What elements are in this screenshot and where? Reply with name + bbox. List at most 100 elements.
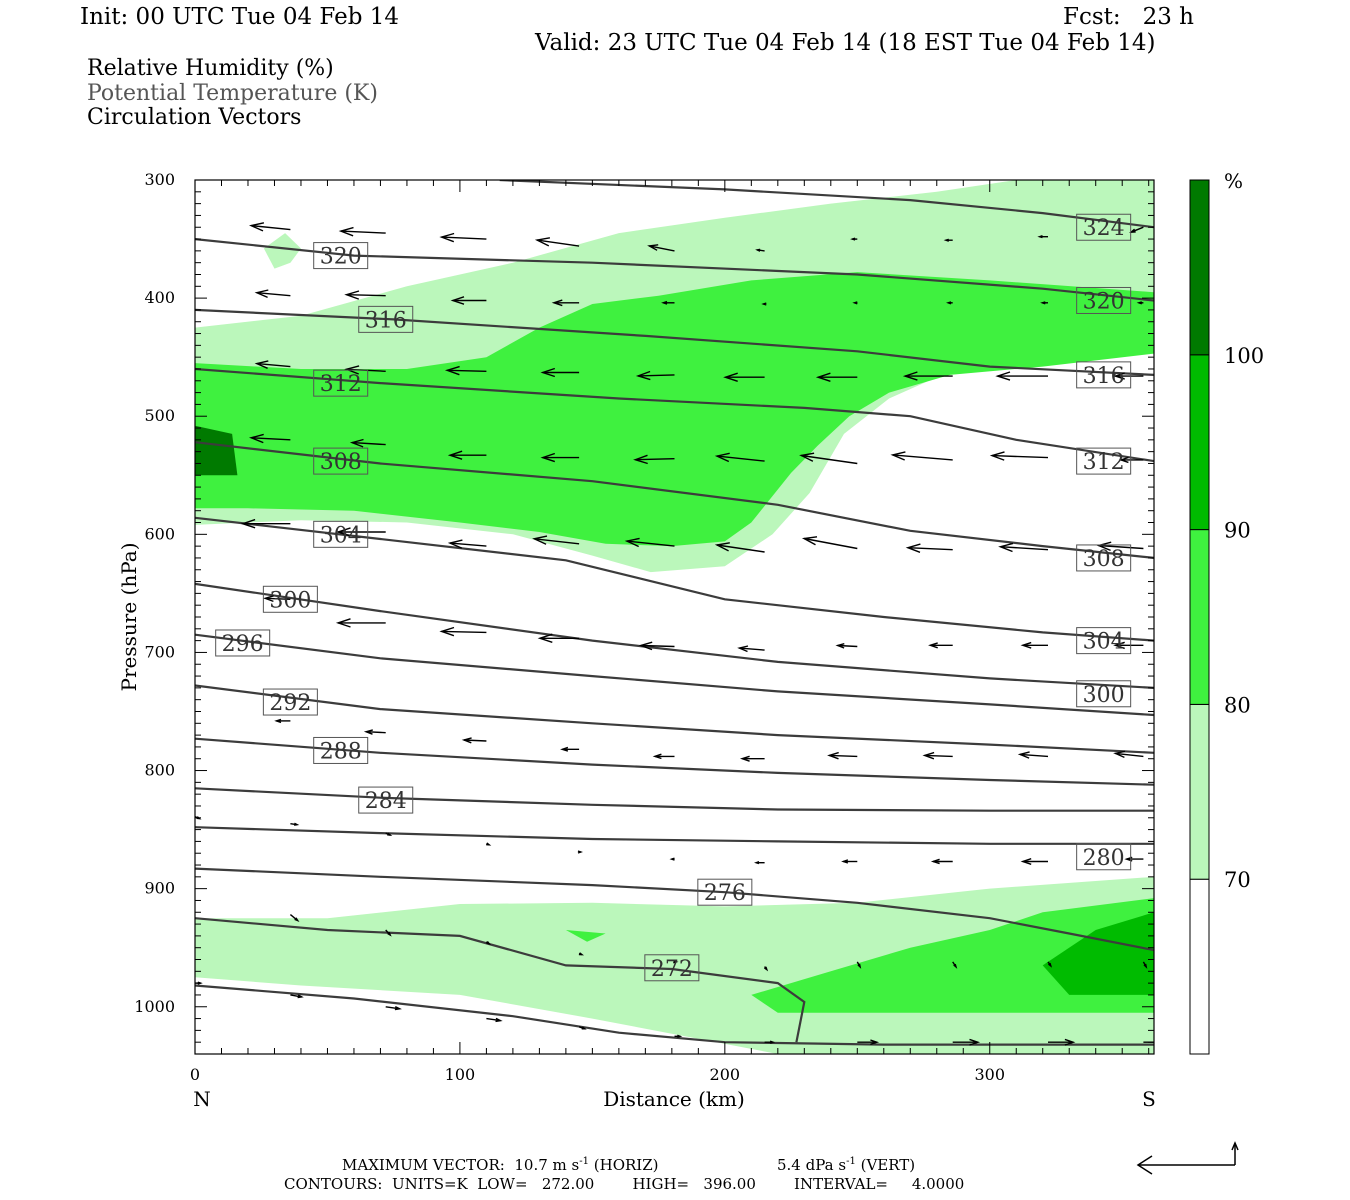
x-axis-title: Distance (km) (603, 1087, 745, 1111)
contour-label: 324 (1076, 213, 1132, 241)
colorbar: 70 80 90 100 (1189, 179, 1264, 1055)
svg-text:308: 308 (1083, 547, 1125, 572)
circulation-vector (486, 842, 492, 846)
circulation-vector (344, 290, 386, 300)
circulation-vector (763, 966, 769, 972)
circulation-vector (905, 543, 953, 553)
circulation-vector (815, 372, 858, 382)
svg-text:320: 320 (320, 245, 362, 270)
circulation-vector (1037, 235, 1048, 239)
circulation-vector (1142, 961, 1148, 969)
circulation-vector (1113, 641, 1144, 650)
circulation-vector (754, 861, 765, 865)
max-horiz-exponent: -1 (579, 1156, 589, 1167)
reference-vector-icon (1136, 1141, 1239, 1175)
y-tick-label: 400 (144, 288, 175, 307)
circulation-vector (1017, 751, 1049, 759)
contour-label: 320 (313, 242, 369, 270)
circulation-vector (995, 371, 1048, 381)
circulation-vector (1047, 961, 1053, 968)
colorbar-swatch (1189, 878, 1210, 1055)
circulation-vector (363, 729, 386, 735)
circulation-vector (647, 244, 675, 252)
colorbar-unit: % (1224, 169, 1243, 193)
svg-text:324: 324 (1083, 216, 1125, 241)
circulation-vector (385, 832, 393, 837)
contour-label: 312 (1076, 447, 1132, 475)
theta-contour-280 (195, 826, 1154, 845)
contour-label: 272 (644, 954, 700, 982)
svg-text:272: 272 (651, 957, 693, 982)
circulation-vector (349, 438, 386, 448)
legend-potential-temperature: Potential Temperature (K) (87, 81, 378, 106)
circulation-vector (902, 371, 953, 381)
circulation-vector (1143, 1041, 1154, 1043)
circulation-vectors (195, 222, 1154, 1046)
x-tick-label: 100 (445, 1065, 476, 1084)
contour-label: 288 (313, 736, 369, 764)
theta-contour-312 (195, 367, 1154, 463)
circulation-vector (801, 536, 858, 550)
colorbar-tick-label: 90 (1224, 519, 1251, 543)
circulation-vector (248, 433, 291, 444)
circulation-vector (635, 370, 675, 381)
contour-label: 308 (1076, 544, 1132, 572)
potential-temperature-contours (195, 180, 1154, 1046)
svg-text:288: 288 (320, 739, 362, 764)
circulation-vector (1020, 858, 1048, 865)
x-tick-label: 0 (190, 1065, 200, 1084)
circulation-vector (560, 746, 580, 752)
colorbar-swatch (1189, 354, 1210, 531)
circulation-vector (799, 452, 858, 465)
contour-label: 320 (1076, 286, 1132, 314)
circulation-vector (486, 1017, 503, 1023)
rh-region-90 (1042, 912, 1154, 995)
max-horiz-value: 10.7 m s (514, 1156, 580, 1174)
contour-label: 304 (1076, 627, 1132, 655)
circulation-vector (1096, 541, 1144, 552)
rh-region-100 (195, 425, 238, 476)
circulation-vector (254, 289, 291, 299)
max-vert-tag: (VERT) (860, 1156, 916, 1174)
colorbar-tick-label: 80 (1224, 693, 1251, 717)
svg-text:312: 312 (1083, 450, 1125, 475)
circulation-vector (540, 452, 580, 463)
max-horiz-tag: (HORIZ) (593, 1156, 659, 1174)
circulation-vector (673, 960, 679, 964)
x-axis-left-end-label: N (193, 1087, 211, 1111)
circulation-vector (835, 643, 858, 649)
y-tick-label: 500 (144, 406, 175, 425)
svg-text:276: 276 (704, 881, 746, 906)
theta-contour-284 (195, 787, 1154, 812)
contour-label: 304 (313, 520, 369, 548)
svg-text:320: 320 (1083, 289, 1125, 314)
circulation-vector (447, 450, 487, 460)
circulation-vector (737, 645, 765, 653)
circulation-vector (578, 1026, 587, 1030)
svg-text:284: 284 (365, 789, 407, 814)
circulation-vector (485, 940, 492, 946)
circulation-vector (335, 527, 386, 537)
svg-text:280: 280 (1083, 846, 1125, 871)
circulation-vector (274, 718, 291, 724)
theta-contour-288 (195, 737, 1154, 786)
circulation-vector (856, 961, 862, 969)
x-tick-label: 300 (974, 1065, 1005, 1084)
svg-text:300: 300 (269, 588, 311, 613)
circulation-vector (540, 367, 580, 378)
circulation-vector (439, 232, 487, 243)
circulation-vector (338, 226, 386, 237)
circulation-vector (723, 372, 765, 382)
rh-region-80 (565, 930, 606, 942)
contour-label: 300 (1076, 680, 1132, 708)
circulation-vector (551, 299, 580, 307)
circulation-vector (534, 237, 580, 247)
circulation-vector (289, 914, 300, 923)
theta-contour-300 (195, 582, 1154, 689)
circulation-vector (444, 365, 487, 376)
circulation-vector (461, 737, 487, 744)
theta-contour-272 (195, 917, 806, 1043)
y-tick-label: 600 (144, 524, 175, 543)
circulation-vector (633, 454, 675, 465)
